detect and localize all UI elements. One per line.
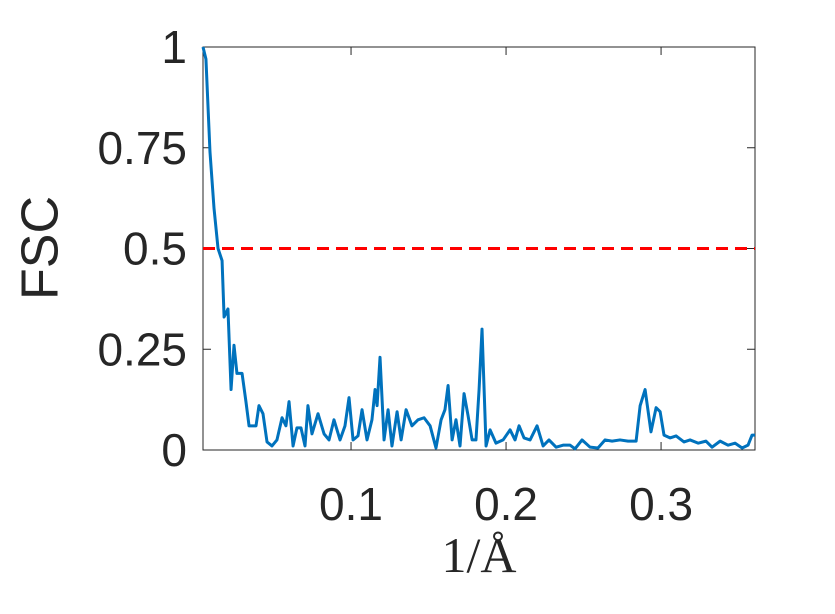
x-tick-label: 0.1	[319, 478, 383, 530]
x-axis-label: 1/Å	[442, 527, 517, 583]
y-tick-label: 1	[161, 21, 187, 73]
y-tick-label: 0.25	[97, 323, 187, 375]
y-tick-label: 0.5	[123, 223, 187, 275]
x-tick-label: 0.2	[474, 478, 538, 530]
fsc-line	[201, 46, 755, 451]
y-tick-label: 0.75	[97, 122, 187, 174]
x-tick-label: 0.3	[629, 478, 693, 530]
y-axis-label: FSC	[12, 196, 70, 300]
y-tick-label: 0	[161, 424, 187, 476]
